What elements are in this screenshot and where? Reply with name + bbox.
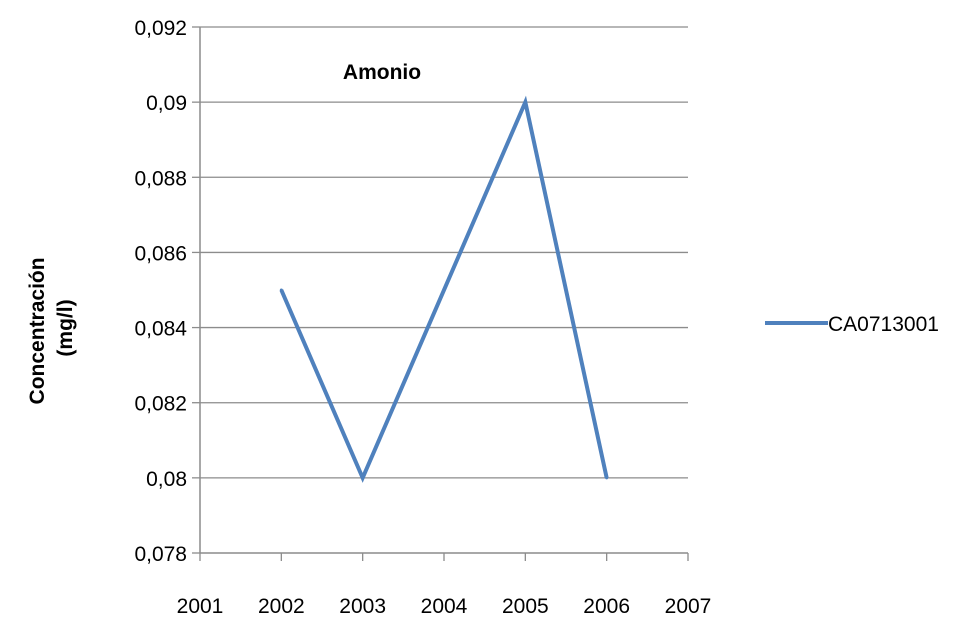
chart-title: Amonio bbox=[343, 61, 421, 84]
y-axis-label-line-2: (mg/l) bbox=[54, 299, 77, 356]
data-point bbox=[605, 476, 609, 480]
legend-label: CA0713001 bbox=[828, 313, 939, 336]
y-tick-label: 0,09 bbox=[146, 92, 187, 115]
x-tick-label: 2003 bbox=[339, 595, 386, 618]
x-tick-labels: 2001 2002 2003 2004 2005 2006 2007 bbox=[177, 553, 712, 618]
legend: CA0713001 bbox=[765, 313, 939, 336]
y-tick-label: 0,082 bbox=[134, 393, 187, 416]
y-tick-label: 0,086 bbox=[134, 242, 187, 265]
x-tick-label: 2006 bbox=[583, 595, 630, 618]
x-tick-label: 2005 bbox=[502, 595, 549, 618]
data-point bbox=[279, 288, 283, 292]
y-tick-label: 0,08 bbox=[146, 468, 187, 491]
x-tick-label: 2004 bbox=[421, 595, 468, 618]
y-tick-label: 0,084 bbox=[134, 318, 187, 341]
series-lines bbox=[279, 95, 609, 483]
y-tick-labels: 0,078 0,08 0,082 0,084 0,086 0,088 0,09 0,092 bbox=[134, 17, 200, 566]
y-tick-label: 0,088 bbox=[134, 167, 187, 190]
x-tick-label: 2007 bbox=[665, 595, 712, 618]
grid-lines bbox=[200, 26, 688, 479]
data-point bbox=[523, 100, 527, 104]
data-point bbox=[361, 476, 365, 480]
x-tick-label: 2001 bbox=[177, 595, 224, 618]
y-axis-label-line-1: Concentración bbox=[26, 257, 49, 404]
series-line bbox=[279, 95, 609, 483]
y-tick-label: 0,092 bbox=[134, 17, 187, 40]
y-tick-label: 0,078 bbox=[134, 543, 187, 566]
x-tick-label: 2002 bbox=[258, 595, 305, 618]
y-axis-label: Concentración (mg/l) bbox=[26, 252, 77, 405]
